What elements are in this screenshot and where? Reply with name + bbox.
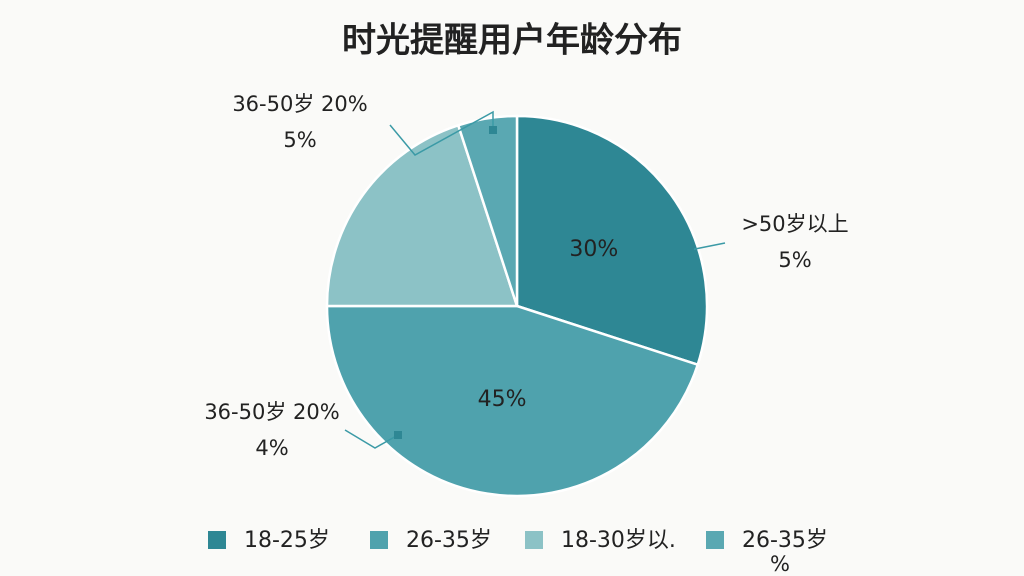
pie-slice bbox=[456, 114, 519, 307]
annotation: 5% bbox=[778, 248, 811, 272]
legend-label: 18-30岁以. bbox=[561, 528, 676, 553]
legend-label: 26-35岁 bbox=[406, 528, 492, 553]
pie-slice bbox=[325, 304, 700, 498]
annotation: 5% bbox=[283, 128, 316, 152]
legend-swatch bbox=[706, 531, 724, 549]
pie-slice bbox=[325, 123, 519, 308]
annotation: 36-50岁 20% bbox=[232, 92, 367, 116]
leader-line bbox=[689, 242, 726, 251]
legend-swatch bbox=[525, 531, 543, 549]
leader-dot bbox=[686, 246, 694, 254]
legend-swatch bbox=[370, 531, 388, 549]
annotation: 36-50岁 20% bbox=[204, 400, 339, 424]
data-label: 45% bbox=[478, 387, 527, 412]
legend-swatch bbox=[208, 531, 226, 549]
annotation: >50岁以上 bbox=[741, 212, 848, 236]
pie-slice bbox=[515, 114, 709, 367]
legend-label: 26-35岁 bbox=[742, 528, 828, 553]
chart-title: 时光提醒用户年龄分布 bbox=[342, 21, 682, 61]
data-label: 30% bbox=[569, 237, 618, 262]
legend-label: 18-25岁 bbox=[244, 528, 330, 553]
annotation: 4% bbox=[255, 436, 288, 460]
leader-dot bbox=[394, 431, 402, 439]
leader-line bbox=[344, 429, 399, 449]
leader-line bbox=[389, 110, 494, 156]
annotation: % bbox=[770, 552, 790, 576]
leader-dot bbox=[489, 126, 497, 134]
